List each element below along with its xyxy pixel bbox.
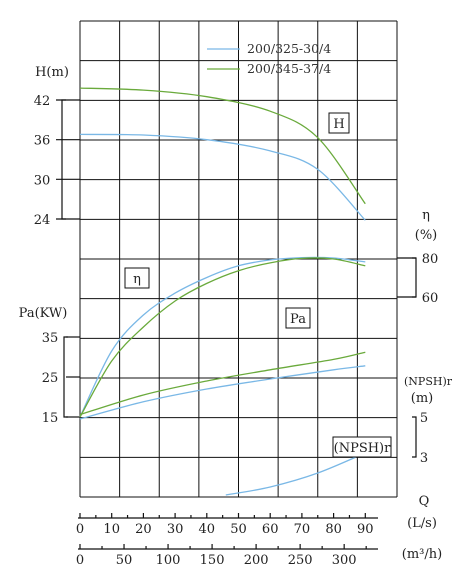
y-tick-h: 30 [34,173,51,188]
curve-label-eta-box [124,267,150,289]
curve-h-series [79,133,366,221]
y-tick-pa: 25 [42,371,59,386]
y-tick-pa: 15 [42,411,59,426]
x-tick-label-m3h: 250 [288,553,313,568]
y-tick-h: 36 [34,134,51,149]
curve-label-npsh: (NPSH)r [334,441,392,456]
x-tick-label-ls: 40 [199,522,216,537]
curve-label-npsh-box [332,436,392,458]
curve-eta-series [79,257,366,418]
x-tick-label-m3h: 150 [200,553,225,568]
x-tick-label-ls: 70 [294,522,311,537]
x-tick-label-m3h: 300 [332,553,357,568]
y-tick-npsh: 3 [420,451,428,466]
curve-pa-series [79,351,366,416]
chart-texts: 0 10 20 30 40 50 60 70 80 90 0 50 100 150 200 250 300 Q (L… [19,41,453,568]
x-tick-label-ls: 30 [167,522,184,537]
legend-entry: 200/345-37/4 [247,61,331,76]
legend-entry: 200/325-30/4 [247,41,331,56]
y-unit-eta: (%) [415,228,438,243]
eta-bracket [412,257,417,298]
curve-label-h-box [328,112,350,134]
x-tick-label-m3h: 100 [156,553,181,568]
x-tick-label-ls: 10 [103,522,120,537]
x-tick-label-ls: 90 [357,522,374,537]
chart-grid [56,20,417,550]
y-tick-eta: 80 [422,252,439,267]
x-tick-label-m3h: 200 [244,553,269,568]
x-tick-label-m3h: 0 [76,553,84,568]
curve-pa-series [79,365,366,420]
curve-npsh-series [225,452,366,496]
curve-label-pa: Pa [290,312,306,327]
curve-label-h: H [333,117,344,132]
y-tick-pa: 35 [42,331,59,346]
y-label-npsh: (NPSH)r [404,375,453,388]
curve-label-pa-box [285,307,311,329]
x-tick-label-ls: 50 [230,522,247,537]
npsh-bracket [412,416,417,458]
y-tick-h: 42 [34,94,51,109]
x-tick-label-ls: 20 [135,522,152,537]
x-tick-label-ls: 80 [325,522,342,537]
x-tick-label-ls: 60 [262,522,279,537]
x-unit-ls: (L/s) [407,516,437,531]
x-axis-label-q: Q [419,494,430,509]
x-tick-label-m3h: 50 [116,553,133,568]
y-label-h: H(m) [35,65,69,80]
curve-eta-series [79,256,366,418]
curve-h-series [79,87,366,205]
curve-label-eta: η [133,272,141,287]
y-tick-eta: 60 [422,291,439,306]
y-label-pa: Pa(KW) [19,306,68,321]
x-tick-label-ls: 0 [76,522,84,537]
x-unit-m3h: (m³/h) [402,547,442,562]
y-unit-npsh: (m) [411,391,433,406]
chart-curves [79,87,366,496]
y-tick-h: 24 [34,213,51,228]
y-label-eta: η [422,208,430,223]
h-bracket [61,99,66,220]
y-tick-npsh: 5 [420,411,428,426]
